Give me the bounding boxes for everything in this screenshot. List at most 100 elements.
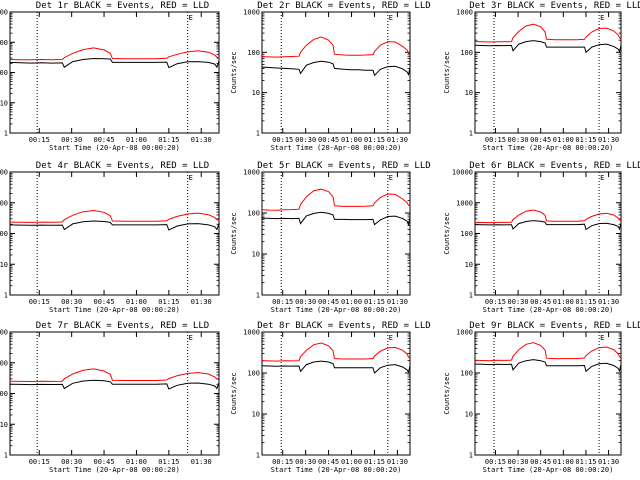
chart-panel-7: Det 7r BLACK = Events, RED = LLD 1 10 100 10… xyxy=(0,321,220,474)
event-marker-label: E xyxy=(189,334,193,342)
x-tick-label: 00:15 xyxy=(29,136,50,144)
x-tick-label: 01:30 xyxy=(191,298,212,306)
x-tick-label: 01:30 xyxy=(191,136,212,144)
series-events-line xyxy=(9,220,220,231)
y-tick-label: 10 xyxy=(252,411,260,419)
y-tick-label: 100 xyxy=(247,210,260,218)
y-tick-label: 100 xyxy=(0,390,8,398)
series-lld-line xyxy=(261,188,411,211)
chart-panel-6: Det 6r BLACK = Events, RED = LLD 1 10 100 10… xyxy=(443,161,640,314)
x-tick-label: 00:15 xyxy=(485,136,506,144)
x-tick-label: 01:00 xyxy=(126,136,147,144)
chart-title: Det 8r BLACK = Events, RED = LLD xyxy=(257,321,430,331)
chart-panel-9: Det 9r BLACK = Events, RED = LLD 1 10 100 10… xyxy=(443,321,640,474)
chart-title: Det 4r BLACK = Events, RED = LLD xyxy=(36,161,209,171)
y-tick-label: 1000 xyxy=(456,329,473,337)
x-tick-label: 00:30 xyxy=(508,136,529,144)
chart-title: Det 2r BLACK = Events, RED = LLD xyxy=(257,1,430,11)
x-tick-label: 00:15 xyxy=(485,458,506,466)
chart-panel-1: Det 1r BLACK = Events, RED = LLD 1 10 100 10… xyxy=(0,1,220,152)
x-tick-label: 00:45 xyxy=(530,136,551,144)
plot-frame xyxy=(261,331,411,456)
series-events-line xyxy=(474,359,622,373)
y-tick-label: 1 xyxy=(469,130,473,138)
x-tick-label: 01:15 xyxy=(158,136,179,144)
y-tick-label: 10 xyxy=(465,89,473,97)
x-tick-label: 00:30 xyxy=(61,458,82,466)
y-tick-label: 1 xyxy=(469,292,473,300)
y-tick-label: 10 xyxy=(465,411,473,419)
x-tick-label: 00:45 xyxy=(94,136,115,144)
y-tick-label: 10000 xyxy=(0,169,8,177)
x-axis-label: Start Time (20-Apr-08 00:00:20) xyxy=(483,144,614,152)
series-events-line xyxy=(261,360,411,374)
y-tick-label: 100 xyxy=(247,370,260,378)
series-events-line xyxy=(9,379,220,390)
y-tick-label: 10 xyxy=(252,251,260,259)
y-tick-label: 10000 xyxy=(0,9,8,17)
event-marker-label: E xyxy=(600,14,604,22)
series-events-line xyxy=(9,57,220,69)
x-tick-label: 01:15 xyxy=(364,298,385,306)
y-tick-label: 1000 xyxy=(243,9,260,17)
x-tick-label: 01:00 xyxy=(341,458,362,466)
x-tick-label: 00:45 xyxy=(530,298,551,306)
x-tick-label: 01:30 xyxy=(598,298,619,306)
chart-title: Det 3r BLACK = Events, RED = LLD xyxy=(469,1,640,11)
x-tick-label: 01:00 xyxy=(553,136,574,144)
event-marker-label: E xyxy=(389,174,393,182)
x-tick-label: 00:45 xyxy=(318,136,339,144)
x-axis-label: Start Time (20-Apr-08 00:00:20) xyxy=(483,466,614,474)
x-tick-label: 00:15 xyxy=(485,298,506,306)
series-lld-line xyxy=(9,209,220,223)
y-tick-label: 10000 xyxy=(0,329,8,337)
chart-title: Det 7r BLACK = Events, RED = LLD xyxy=(36,321,209,331)
y-axis-label: Counts/sec xyxy=(443,372,451,414)
x-axis-label: Start Time (20-Apr-08 00:00:20) xyxy=(271,144,402,152)
x-tick-label: 00:15 xyxy=(29,458,50,466)
y-tick-label: 1000 xyxy=(243,329,260,337)
x-axis-label: Start Time (20-Apr-08 00:00:20) xyxy=(49,306,180,314)
event-marker-label: E xyxy=(600,334,604,342)
x-tick-label: 00:30 xyxy=(61,298,82,306)
x-tick-label: 00:45 xyxy=(530,458,551,466)
x-tick-label: 00:30 xyxy=(508,458,529,466)
chart-title: Det 1r BLACK = Events, RED = LLD xyxy=(36,1,209,11)
series-events-line xyxy=(474,220,622,231)
x-axis-label: Start Time (20-Apr-08 00:00:20) xyxy=(271,466,402,474)
x-tick-label: 00:15 xyxy=(29,298,50,306)
y-axis-label: Counts/sec xyxy=(230,372,238,414)
x-tick-label: 01:30 xyxy=(387,136,408,144)
y-axis-label: Counts/sec xyxy=(230,51,238,93)
plot-frame xyxy=(474,11,622,134)
y-tick-label: 100 xyxy=(0,69,8,77)
x-tick-label: 01:30 xyxy=(598,136,619,144)
x-tick-label: 00:15 xyxy=(272,298,293,306)
chart-title: Det 5r BLACK = Events, RED = LLD xyxy=(257,161,430,171)
x-tick-label: 00:15 xyxy=(272,458,293,466)
chart-panel-3: Det 3r BLACK = Events, RED = LLD 1 10 100 10… xyxy=(443,1,640,152)
x-tick-label: 00:30 xyxy=(508,298,529,306)
y-tick-label: 1 xyxy=(4,452,8,460)
x-tick-label: 01:15 xyxy=(575,458,596,466)
series-lld-line xyxy=(9,368,220,383)
x-tick-label: 01:00 xyxy=(126,458,147,466)
x-tick-label: 01:30 xyxy=(191,458,212,466)
x-axis-label: Start Time (20-Apr-08 00:00:20) xyxy=(271,306,402,314)
series-events-line xyxy=(261,211,411,227)
y-tick-label: 1000 xyxy=(243,169,260,177)
chart-panel-2: Det 2r BLACK = Events, RED = LLD 1 10 100 10… xyxy=(230,1,431,152)
plot-frame xyxy=(261,171,411,296)
event-marker-label: E xyxy=(389,334,393,342)
y-tick-label: 100 xyxy=(460,49,473,57)
x-tick-label: 00:45 xyxy=(318,458,339,466)
chart-panel-5: Det 5r BLACK = Events, RED = LLD 1 10 100 10… xyxy=(230,161,431,314)
y-tick-label: 1000 xyxy=(0,199,8,207)
y-axis-label: Counts/sec xyxy=(230,212,238,254)
y-tick-label: 1 xyxy=(256,130,260,138)
y-axis-label: Counts/sec xyxy=(443,51,451,93)
y-tick-label: 1000 xyxy=(456,199,473,207)
x-tick-label: 01:15 xyxy=(158,298,179,306)
event-marker-label: E xyxy=(600,174,604,182)
chart-title: Det 9r BLACK = Events, RED = LLD xyxy=(469,321,640,331)
